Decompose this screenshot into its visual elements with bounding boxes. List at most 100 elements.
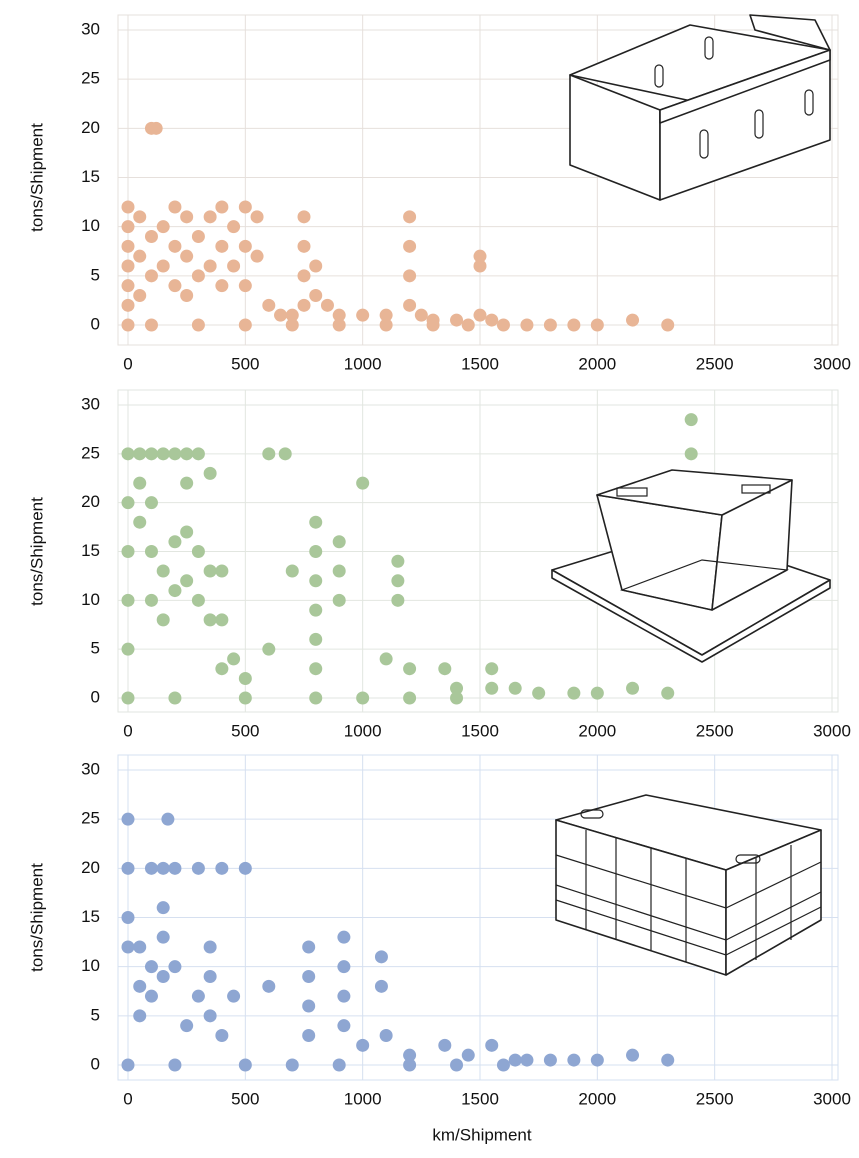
point [337,989,351,1003]
point [191,593,205,607]
point [391,593,405,607]
point [297,298,311,312]
point [121,593,135,607]
point [180,249,194,263]
point [532,686,546,700]
point [485,1038,499,1052]
point [567,318,581,332]
crate-illustration-2 [551,469,831,663]
point [121,200,135,214]
point [450,313,464,327]
point [227,652,241,666]
point [180,476,194,490]
point [180,210,194,224]
y-tick-label: 10 [81,216,100,235]
x-tick-label: 0 [123,354,132,373]
point [450,1058,464,1072]
point [309,574,323,588]
point [191,989,205,1003]
point [203,940,217,954]
point [590,318,604,332]
point [626,313,640,327]
point [238,861,252,875]
y-tick-label: 20 [81,492,100,511]
point [203,613,217,627]
point [238,200,252,214]
point [391,574,405,588]
crate-illustration-1 [569,14,831,201]
point [590,1053,604,1067]
point [121,642,135,656]
point [144,318,158,332]
y-tick-label: 10 [81,956,100,975]
point [215,200,229,214]
point [302,999,316,1013]
point [191,230,205,243]
point [121,1058,135,1072]
point [337,960,351,974]
x-tick-label: 0 [123,1089,132,1108]
point [149,121,163,135]
point [403,298,417,312]
point [203,564,217,578]
point [203,970,217,983]
point [661,1053,675,1067]
point [121,259,135,273]
point [133,289,147,302]
point [121,279,135,293]
point [543,318,557,332]
y-axis-label: tons/Shipment [27,497,46,606]
point [320,298,334,312]
point [121,239,135,253]
y-tick-label: 25 [81,809,100,828]
point [156,613,170,627]
point [414,308,428,322]
x-tick-label: 3000 [813,1089,851,1108]
point [450,691,464,705]
point [332,318,346,332]
y-tick-label: 0 [91,314,100,333]
y-tick-label: 0 [91,1054,100,1073]
point [374,979,388,993]
point [180,1019,194,1033]
point [168,1058,182,1072]
point [144,447,158,461]
point [567,1053,581,1067]
point [285,1058,299,1072]
point [403,269,417,283]
point [520,318,534,332]
point [133,249,147,263]
point [391,554,405,568]
point [590,686,604,700]
point [238,1058,252,1072]
x-tick-label: 3000 [813,354,851,373]
point [403,662,417,676]
point [168,447,182,461]
point [426,318,440,332]
point [473,308,487,322]
point [332,308,346,322]
point [144,861,158,875]
point [626,681,640,695]
y-tick-label: 15 [81,541,100,560]
point [168,279,182,293]
point [297,210,311,224]
point [438,1038,452,1052]
point [168,239,182,253]
point [508,681,522,695]
point [403,691,417,705]
point [168,535,182,549]
point [356,691,370,705]
point [626,1048,640,1062]
y-tick-label: 5 [91,639,100,658]
point [302,970,316,983]
point [121,812,135,826]
point [144,593,158,607]
point [661,318,675,332]
point [309,662,323,676]
point [144,496,158,510]
point [337,1019,351,1033]
point [238,279,252,293]
point [168,861,182,875]
